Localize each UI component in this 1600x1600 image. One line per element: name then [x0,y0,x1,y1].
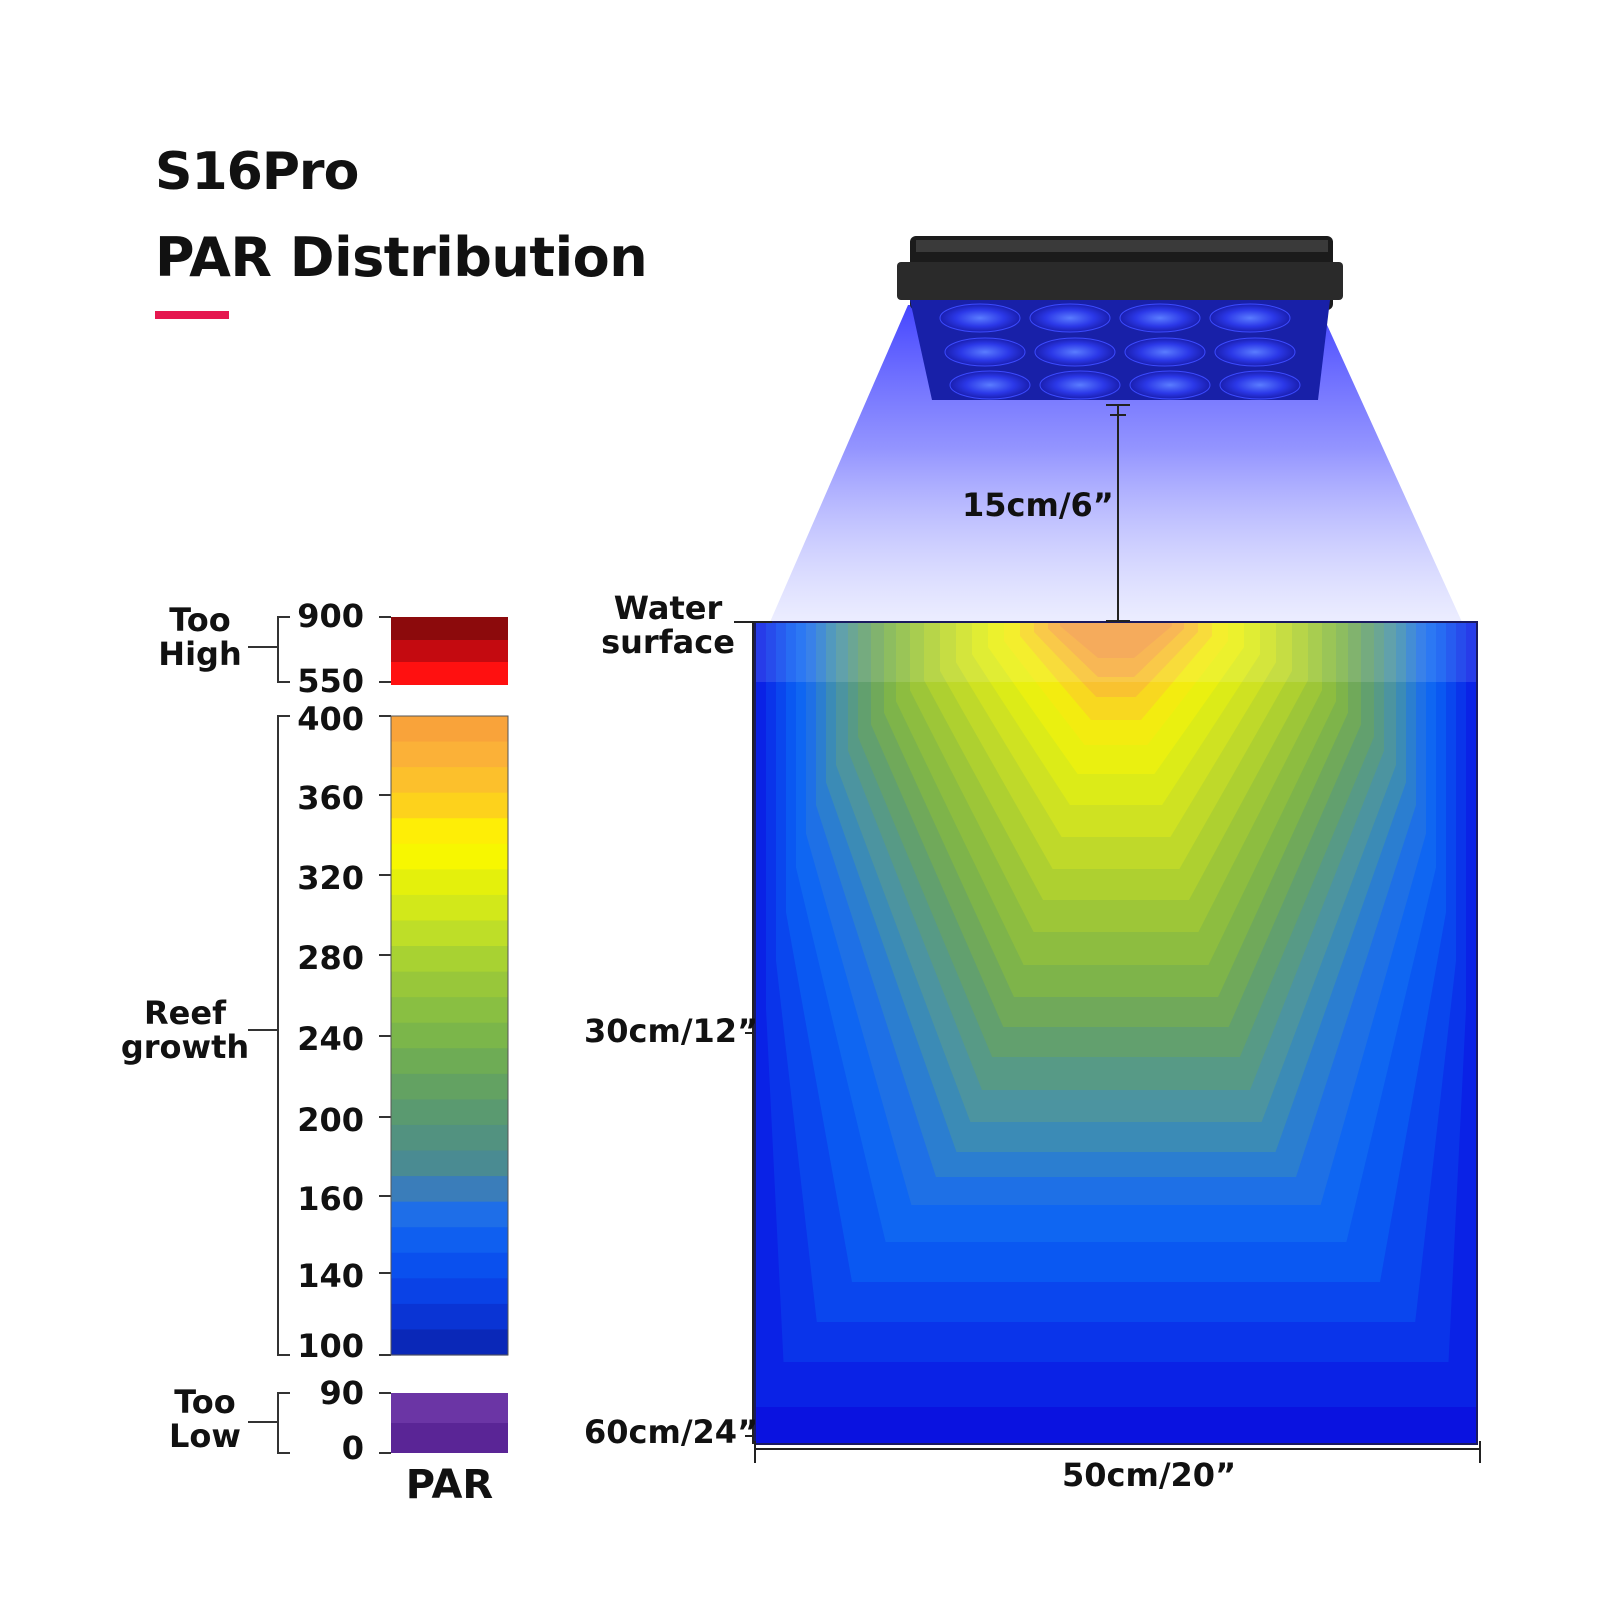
page-subtitle: PAR Distribution [155,226,648,289]
tick-label: 550 [297,662,364,700]
tick-label: 240 [297,1020,364,1058]
fixture-distance-marker [1106,404,1130,622]
tick-label: 90 [319,1374,364,1412]
legend-band-reef-growth [391,1329,508,1356]
legend-band-reef-growth [391,767,508,794]
legend-band-reef-growth [391,894,508,922]
tick-label: 280 [297,939,364,977]
tick-label: 320 [297,859,364,897]
legend-band-reef-growth [391,716,508,743]
legend-band-too-low [391,1423,508,1453]
legend-band-too-low [391,1393,508,1423]
legend-band-too-high [391,662,508,685]
product-title: S16Pro [155,142,359,202]
fixture-distance-label: 15cm/6” [962,486,1114,524]
tank-width-label: 50cm/20” [1062,1456,1237,1494]
too-high-label: Too High [158,601,242,673]
led-lens [1119,303,1201,333]
legend-band-reef-growth [391,971,508,998]
legend-band-reef-growth [391,920,508,947]
led-lens [1039,370,1121,400]
legend-band-reef-growth [391,792,508,819]
width-axis [754,1441,1481,1463]
legend-brackets [248,616,290,1454]
water-surface-label: Water surface [601,589,735,661]
led-lens [1219,370,1301,400]
tick-label: 200 [297,1101,364,1139]
legend-band-reef-growth [391,946,508,973]
depth-axis [745,622,754,1444]
legend-bar-outline [390,715,509,1356]
legend-band-reef-growth [391,869,508,896]
led-lens [939,303,1021,333]
legend-band-reef-growth [391,1303,508,1331]
legend-band-reef-growth [391,997,508,1024]
reef-growth-label: Reef growth [120,994,250,1066]
accent-underline [155,311,229,319]
led-lens [1029,303,1111,333]
led-lens [1214,337,1296,367]
legend-band-reef-growth [391,1022,508,1049]
tick-label: 140 [297,1257,364,1295]
mid-depth-label: 30cm/12” [584,1012,759,1050]
legend-band-reef-growth [391,1124,508,1152]
led-lens [1129,370,1211,400]
legend-band-reef-growth [391,1150,508,1177]
legend-band-reef-growth [391,843,508,870]
led-lens [1034,337,1116,367]
led-lens [1124,337,1206,367]
par-heatmap [755,622,1477,1444]
bottom-depth-label: 60cm/24” [584,1413,759,1451]
legend-band-too-high [391,617,508,640]
legend-band-too-high [391,640,508,662]
par-axis-label: PAR [405,1462,494,1508]
legend-band-reef-growth [391,1252,508,1279]
legend-band-reef-growth [391,1048,508,1075]
legend-band-reef-growth [391,1227,508,1254]
tick-label: 160 [297,1180,364,1218]
tick-label: 100 [297,1327,364,1365]
tick-label: 360 [297,779,364,817]
too-low-label: Too Low [169,1383,241,1455]
legend-band-reef-growth [391,1073,508,1100]
legend-band-reef-growth [391,818,508,845]
legend-band-reef-growth [391,1099,508,1126]
legend-band-reef-growth [391,1278,508,1305]
tick-label: 400 [297,700,364,738]
tick-label: 900 [297,597,364,635]
legend-band-reef-growth [391,741,508,768]
led-lens [1209,303,1291,333]
legend-band-reef-growth [391,1201,508,1228]
tick-label: 0 [341,1429,364,1467]
led-lens [949,370,1031,400]
led-lens [944,337,1026,367]
par-contour-band [1060,622,1172,658]
legend-band-reef-growth [391,1176,508,1203]
led-light-fixture-icon [897,236,1343,400]
surface-highlight [755,622,1477,682]
